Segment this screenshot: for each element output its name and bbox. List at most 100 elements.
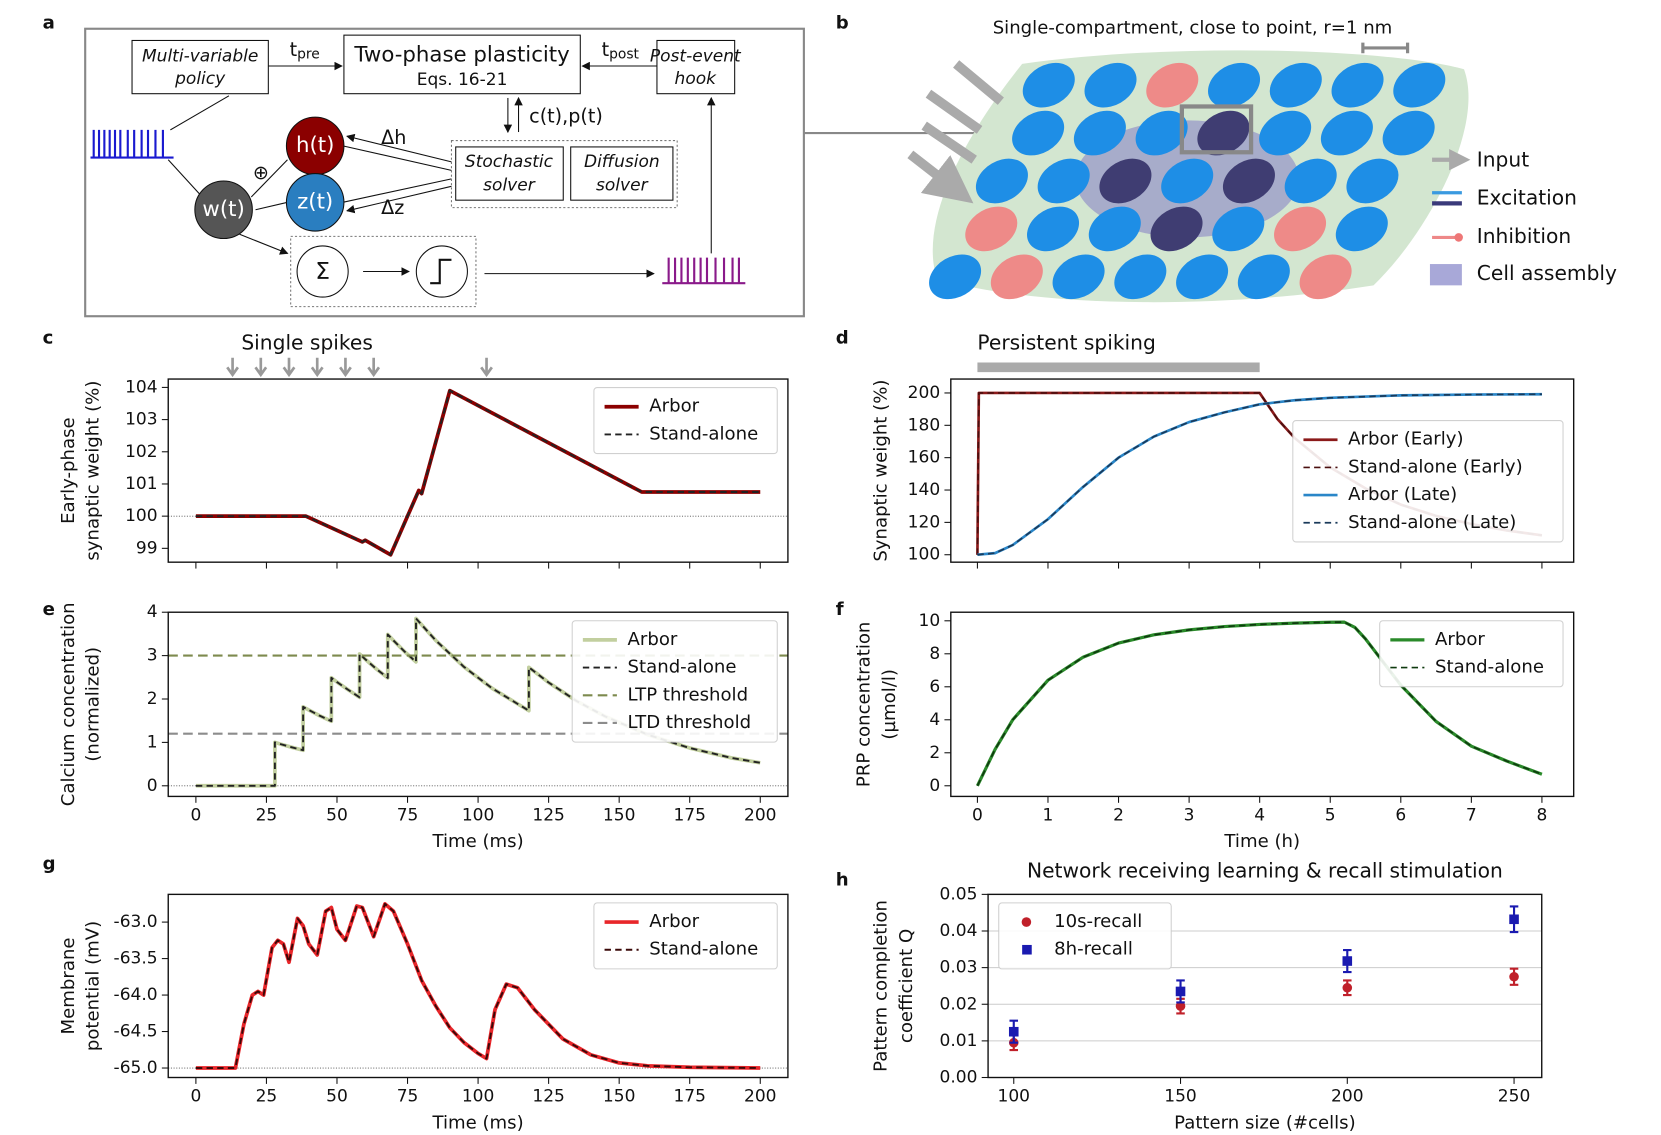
- x-tick-label: 5: [1325, 806, 1336, 826]
- legend-label: Arbor: [649, 911, 699, 932]
- legend-label: Stand-alone: [649, 423, 758, 444]
- legend-label: Arbor (Late): [1348, 484, 1457, 505]
- y-tick-label: -64.5: [114, 1022, 158, 1042]
- y-tick-label: 0: [147, 776, 158, 796]
- cell: [1299, 254, 1352, 300]
- spike-arrow: [367, 357, 381, 378]
- x-tick-label: 200: [744, 806, 776, 826]
- y-tick-label: 0.03: [940, 958, 978, 978]
- cell: [1073, 110, 1126, 156]
- input-arrows: [907, 60, 1004, 192]
- cell: [1135, 110, 1188, 156]
- legend-swatch: [1429, 264, 1462, 286]
- panel-label: f: [836, 599, 845, 620]
- legend-label: 10s-recall: [1054, 911, 1142, 932]
- cell: [1212, 206, 1265, 252]
- y-axis-label: potential (mV): [83, 921, 104, 1051]
- step-icon: [430, 258, 452, 285]
- cell: [1284, 158, 1337, 204]
- point: [1509, 914, 1519, 925]
- frame: [84, 27, 805, 318]
- point: [1342, 956, 1353, 966]
- t-pre-label: tpre: [290, 38, 320, 63]
- policy-label: Multi-variable: [142, 46, 258, 66]
- point: [1175, 1001, 1186, 1011]
- x-axis-label: Time (ms): [431, 831, 523, 852]
- panel-label: e: [43, 599, 55, 620]
- y-tick-label: 10: [919, 611, 941, 631]
- y-tick-label: 0: [929, 776, 940, 796]
- point: [1509, 971, 1519, 982]
- x-tick-label: 2: [1113, 806, 1124, 826]
- x-tick-label: 0: [190, 1087, 201, 1107]
- box: [343, 34, 581, 95]
- y-tick-label: 99: [136, 538, 158, 558]
- legend-label: Input: [1477, 147, 1529, 171]
- x-tick-label: 3: [1184, 806, 1195, 826]
- arrow: [346, 185, 452, 214]
- legend-box: [593, 902, 778, 970]
- cell: [1331, 62, 1384, 108]
- legend-swatch: [1021, 917, 1032, 927]
- plot-frame: [167, 893, 789, 1079]
- x-tick-label: 125: [532, 806, 564, 826]
- cell: [1237, 254, 1290, 300]
- y-tick-label: 102: [125, 442, 157, 462]
- cell: [1037, 158, 1090, 204]
- connector: [167, 159, 203, 198]
- cell: [1335, 206, 1388, 252]
- cell: [1150, 206, 1203, 252]
- cell: [990, 254, 1043, 300]
- cell: [929, 254, 982, 300]
- x-tick-label: 25: [256, 806, 278, 826]
- x-tick-label: 6: [1395, 806, 1406, 826]
- cell: [1176, 254, 1229, 300]
- cell: [1088, 206, 1141, 252]
- cell: [1274, 206, 1327, 252]
- plot-frame: [950, 378, 1575, 563]
- legend-label: Stand-alone: [628, 657, 737, 678]
- x-tick-label: 150: [1164, 1087, 1196, 1107]
- connector: [250, 159, 288, 198]
- y-tick-label: 4: [929, 710, 940, 730]
- y-tick-label: 100: [908, 545, 940, 565]
- diffusion-label: solver: [596, 175, 649, 195]
- legend-box: [571, 620, 778, 743]
- spike-arrow: [310, 357, 324, 378]
- diagram-a: Multi-variable policy Two-phase plastici…: [84, 27, 1182, 318]
- y-tick-label: 0.01: [940, 1031, 978, 1051]
- series-line: [195, 902, 761, 1069]
- diagram-b: [929, 50, 1469, 303]
- y-tick-label: -65.0: [114, 1058, 158, 1078]
- cell: [1222, 158, 1275, 204]
- y-axis-label: Pattern completion: [871, 900, 892, 1072]
- stochastic-label: solver: [483, 175, 536, 195]
- plot-frame: [950, 611, 1575, 798]
- arrow: [346, 133, 452, 163]
- h-label: h(t): [296, 133, 334, 158]
- legend-box: [1292, 420, 1564, 543]
- y-tick-label: 1: [147, 732, 158, 752]
- y-axis-label: Calcium concentration: [58, 602, 79, 806]
- spike-arrow: [254, 357, 268, 378]
- connector: [170, 95, 230, 131]
- y-tick-label: -63.0: [114, 912, 158, 932]
- cell: [1022, 62, 1075, 108]
- panel-label: g: [43, 854, 56, 875]
- legend-label: Stand-alone (Late): [1348, 512, 1516, 533]
- y-tick-label: 160: [908, 448, 940, 468]
- x-tick-label: 100: [462, 1087, 494, 1107]
- policy-label: policy: [174, 69, 226, 89]
- diagram-title: Single-compartment, close to point, r=1 …: [993, 18, 1393, 39]
- annotation: Persistent spiking: [977, 330, 1155, 354]
- point: [1008, 1026, 1019, 1037]
- spike-arrow: [480, 357, 493, 378]
- y-tick-label: 101: [125, 474, 157, 494]
- cell: [1208, 62, 1261, 108]
- y-tick-label: 200: [908, 383, 940, 403]
- t-pre: t: [290, 38, 298, 61]
- cell: [1346, 158, 1399, 204]
- y-axis-label: coefficient Q: [896, 929, 917, 1043]
- y-axis-label: (normalized): [83, 647, 104, 762]
